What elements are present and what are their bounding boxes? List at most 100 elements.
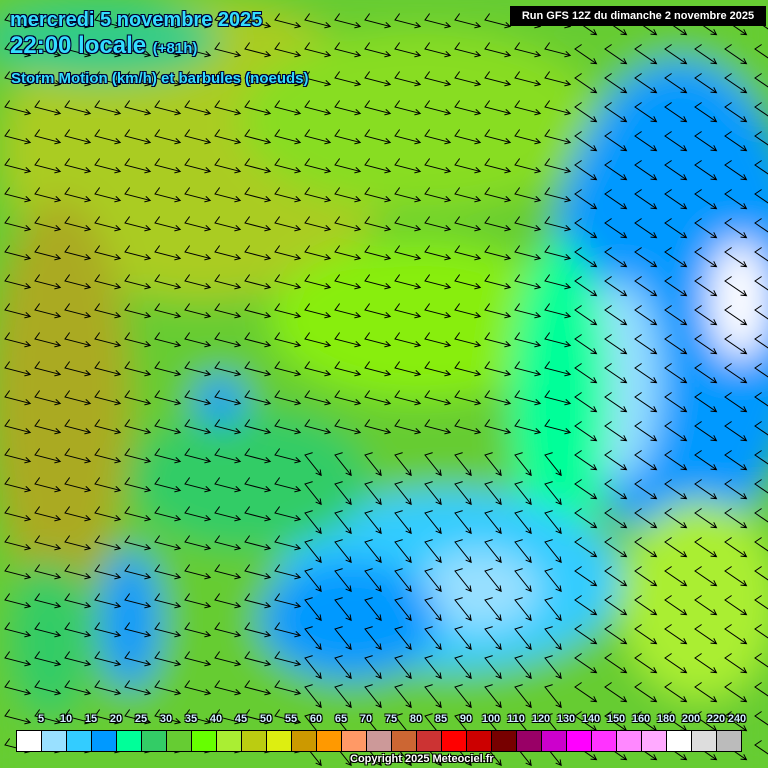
wind-arrow xyxy=(604,218,628,239)
wind-arrow xyxy=(334,303,362,319)
wind-arrow xyxy=(364,655,382,680)
wind-arrow xyxy=(64,158,92,174)
wind-arrow xyxy=(304,626,322,651)
wind-arrow xyxy=(154,390,182,406)
wind-arrow xyxy=(184,274,212,290)
wind-arrow xyxy=(124,332,152,348)
wind-arrow xyxy=(394,245,422,261)
wind-arrow xyxy=(454,626,472,651)
legend-swatch xyxy=(167,731,192,751)
wind-arrow xyxy=(454,419,482,435)
wind-arrow xyxy=(484,655,502,680)
wind-arrow xyxy=(424,655,442,680)
wind-arrow xyxy=(604,508,628,529)
wind-arrow xyxy=(694,44,718,65)
wind-arrow xyxy=(724,711,748,732)
wind-arrow xyxy=(64,564,92,580)
wind-arrow xyxy=(544,216,572,232)
wind-arrow xyxy=(304,274,332,290)
wind-arrow xyxy=(154,535,182,551)
legend-swatch xyxy=(717,731,741,751)
wind-arrow xyxy=(34,593,62,609)
wind-arrow xyxy=(484,390,512,406)
wind-arrow xyxy=(184,651,212,667)
wind-arrow xyxy=(424,452,442,477)
wind-arrow xyxy=(394,481,412,506)
wind-arrow xyxy=(274,100,302,116)
wind-arrow xyxy=(484,129,512,145)
wind-arrow xyxy=(664,305,688,326)
wind-arrow xyxy=(724,247,748,268)
wind-arrow xyxy=(754,131,768,146)
wind-arrow xyxy=(574,160,598,181)
wind-arrow xyxy=(424,626,442,651)
wind-arrow xyxy=(484,684,502,709)
wind-arrow xyxy=(724,537,748,558)
wind-arrow xyxy=(424,332,452,348)
wind-arrow xyxy=(184,535,212,551)
wind-arrow xyxy=(94,390,122,406)
wind-arrow xyxy=(514,71,542,87)
wind-arrow xyxy=(154,448,182,464)
wind-arrow xyxy=(274,71,302,87)
wind-arrow xyxy=(664,392,688,413)
wind-arrow xyxy=(634,102,658,123)
wind-arrow xyxy=(274,593,302,609)
wind-arrow xyxy=(574,479,598,500)
wind-arrow xyxy=(574,624,598,645)
wind-arrow xyxy=(454,452,472,477)
wind-arrow xyxy=(544,332,572,348)
wind-arrow xyxy=(124,187,152,203)
legend-swatch xyxy=(442,731,467,751)
legend-swatch xyxy=(342,731,367,751)
legend-label: 180 xyxy=(656,713,676,725)
wind-arrow xyxy=(364,187,392,203)
legend-label: 160 xyxy=(631,713,651,725)
wind-arrow xyxy=(724,392,748,413)
wind-arrow xyxy=(754,218,768,233)
legend-swatch xyxy=(592,731,617,751)
wind-arrow xyxy=(334,390,362,406)
wind-arrow xyxy=(724,334,748,355)
wind-arrow xyxy=(544,361,572,377)
wind-arrow xyxy=(604,189,628,210)
wind-arrow xyxy=(664,421,688,442)
wind-arrow xyxy=(334,71,362,87)
wind-arrow xyxy=(274,303,302,319)
wind-arrow xyxy=(34,622,62,638)
wind-arrow xyxy=(274,158,302,174)
wind-arrow xyxy=(514,187,542,203)
wind-arrow xyxy=(214,332,242,348)
wind-arrow xyxy=(304,158,332,174)
wind-arrow xyxy=(544,626,562,651)
wind-arrow xyxy=(154,129,182,145)
wind-arrow xyxy=(664,363,688,384)
wind-arrow xyxy=(274,13,302,29)
wind-arrow xyxy=(154,245,182,261)
wind-arrow xyxy=(664,218,688,239)
wind-arrow xyxy=(544,129,572,145)
wind-arrow xyxy=(64,71,92,87)
wind-arrow xyxy=(184,42,212,58)
wind-arrow xyxy=(4,332,32,348)
wind-arrow xyxy=(634,624,658,645)
wind-arrow xyxy=(214,448,242,464)
wind-arrow xyxy=(454,332,482,348)
wind-arrow xyxy=(64,593,92,609)
wind-arrow xyxy=(544,684,562,709)
wind-arrow xyxy=(274,187,302,203)
wind-arrow xyxy=(694,131,718,152)
wind-arrow xyxy=(304,100,332,116)
wind-arrow xyxy=(334,332,362,348)
wind-arrow xyxy=(514,361,542,377)
wind-arrow xyxy=(244,477,272,493)
wind-arrow xyxy=(124,361,152,377)
wind-arrow xyxy=(394,390,422,406)
wind-arrow xyxy=(64,303,92,319)
wind-arrow xyxy=(634,189,658,210)
wind-arrow xyxy=(154,680,182,696)
wind-arrow xyxy=(34,42,62,58)
wind-arrow xyxy=(124,477,152,493)
wind-arrow xyxy=(304,71,332,87)
